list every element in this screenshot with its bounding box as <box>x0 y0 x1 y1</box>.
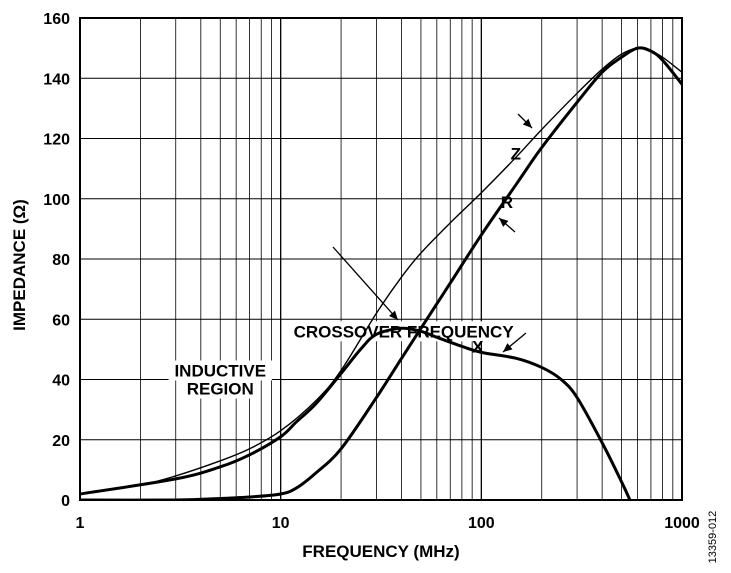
y-tick-label: 40 <box>52 373 70 390</box>
arrow-r-head <box>499 218 509 227</box>
arrow-crossover-head <box>389 310 398 320</box>
annotation-arrows <box>332 113 533 353</box>
annotation-z: Z <box>511 145 521 164</box>
annotation-region: REGION <box>187 380 254 399</box>
grid <box>80 18 682 500</box>
x-tick-label: 1000 <box>664 515 700 532</box>
y-tick-label: 60 <box>52 312 70 329</box>
x-axis-title: FREQUENCY (MHz) <box>302 542 459 561</box>
x-tick-label: 1 <box>76 515 85 532</box>
arrow-crossover <box>332 246 399 321</box>
y-tick-label: 0 <box>61 493 70 510</box>
arrow-z-head <box>522 118 532 128</box>
arrow-x-head <box>503 343 513 352</box>
annotation-crossover-frequency: CROSSOVER FREQUENCY <box>294 322 515 341</box>
y-tick-label: 120 <box>43 132 70 149</box>
annotation-bg <box>168 360 272 381</box>
y-axis-title: IMPEDANCE (Ω) <box>10 199 29 331</box>
x-tick-label: 10 <box>272 515 290 532</box>
series-lines <box>80 46 682 500</box>
series-line-x <box>80 326 632 500</box>
series-line-r <box>80 46 682 500</box>
annotation-bg <box>184 378 257 399</box>
annotation-x: X <box>472 337 484 356</box>
y-tick-label: 100 <box>43 192 70 209</box>
y-tick-label: 20 <box>52 433 70 450</box>
y-tick-label: 140 <box>43 71 70 88</box>
annotation-backgrounds <box>168 321 509 399</box>
x-tick-label: 100 <box>468 515 495 532</box>
y-tick-label: 80 <box>52 252 70 269</box>
annotation-inductive: INDUCTIVE <box>174 361 266 380</box>
plot-frame <box>79 17 683 501</box>
y-tick-label: 160 <box>43 11 70 28</box>
annotation-bg <box>298 321 509 342</box>
series-line-z <box>80 47 682 495</box>
tick-labels: 0 20 40 60 80 100 120 140 160 1 10 100 1000 <box>43 11 700 532</box>
annotation-r: R <box>501 193 513 212</box>
figure-id: 13359-012 <box>707 511 719 564</box>
